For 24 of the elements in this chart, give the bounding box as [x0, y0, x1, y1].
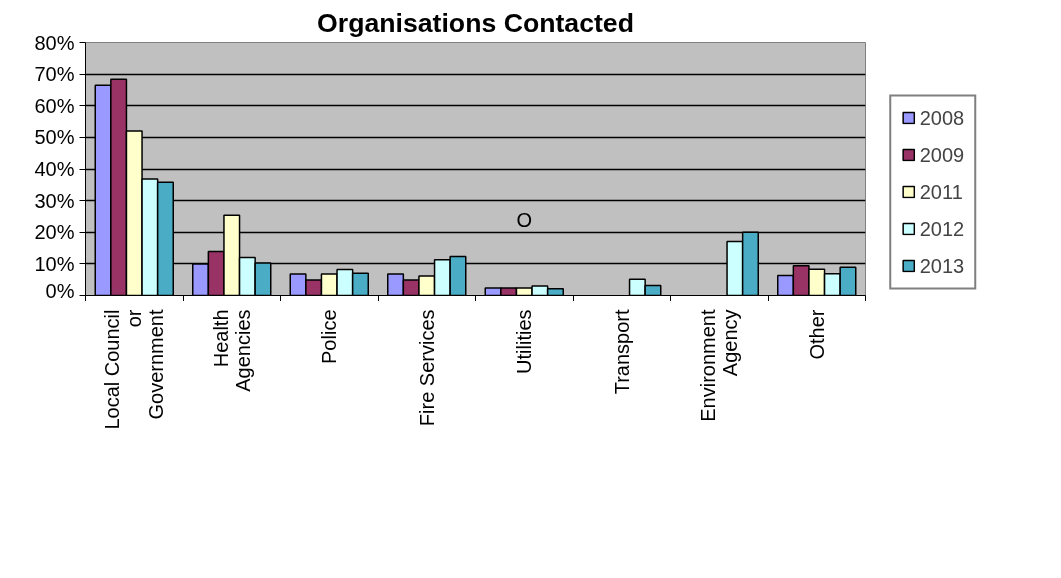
y-tick-label: 30%: [34, 189, 75, 212]
legend-label: 2008: [919, 106, 965, 129]
y-tick-label: 70%: [34, 63, 75, 86]
x-tick-label: Police: [318, 309, 341, 364]
x-tick-label: Health Agencies: [209, 309, 254, 392]
y-tick-label: 20%: [34, 221, 75, 244]
legend-label: 2009: [919, 143, 965, 166]
y-tick-label: 10%: [34, 252, 75, 275]
x-tick-label: Environment Agency: [697, 309, 742, 422]
x-tick-label: Fire Services: [415, 309, 438, 427]
x-tick-label: Other: [805, 309, 828, 360]
y-tick-label: 60%: [34, 94, 75, 117]
legend-label: 2013: [919, 254, 965, 277]
annotation: O: [516, 208, 533, 231]
x-tick-label: Utilities: [513, 309, 536, 374]
x-tick-label: Transport: [610, 309, 633, 395]
y-tick-label: 50%: [34, 126, 75, 149]
chart-title: Organisations Contacted: [317, 7, 634, 38]
y-tick-label: 0%: [45, 279, 75, 302]
legend-label: 2012: [919, 217, 965, 240]
legend-label: 2011: [919, 180, 963, 203]
y-tick-label: 80%: [34, 31, 75, 54]
x-tick-label: Local Council or Government: [101, 309, 168, 430]
y-tick-label: 40%: [34, 158, 75, 180]
